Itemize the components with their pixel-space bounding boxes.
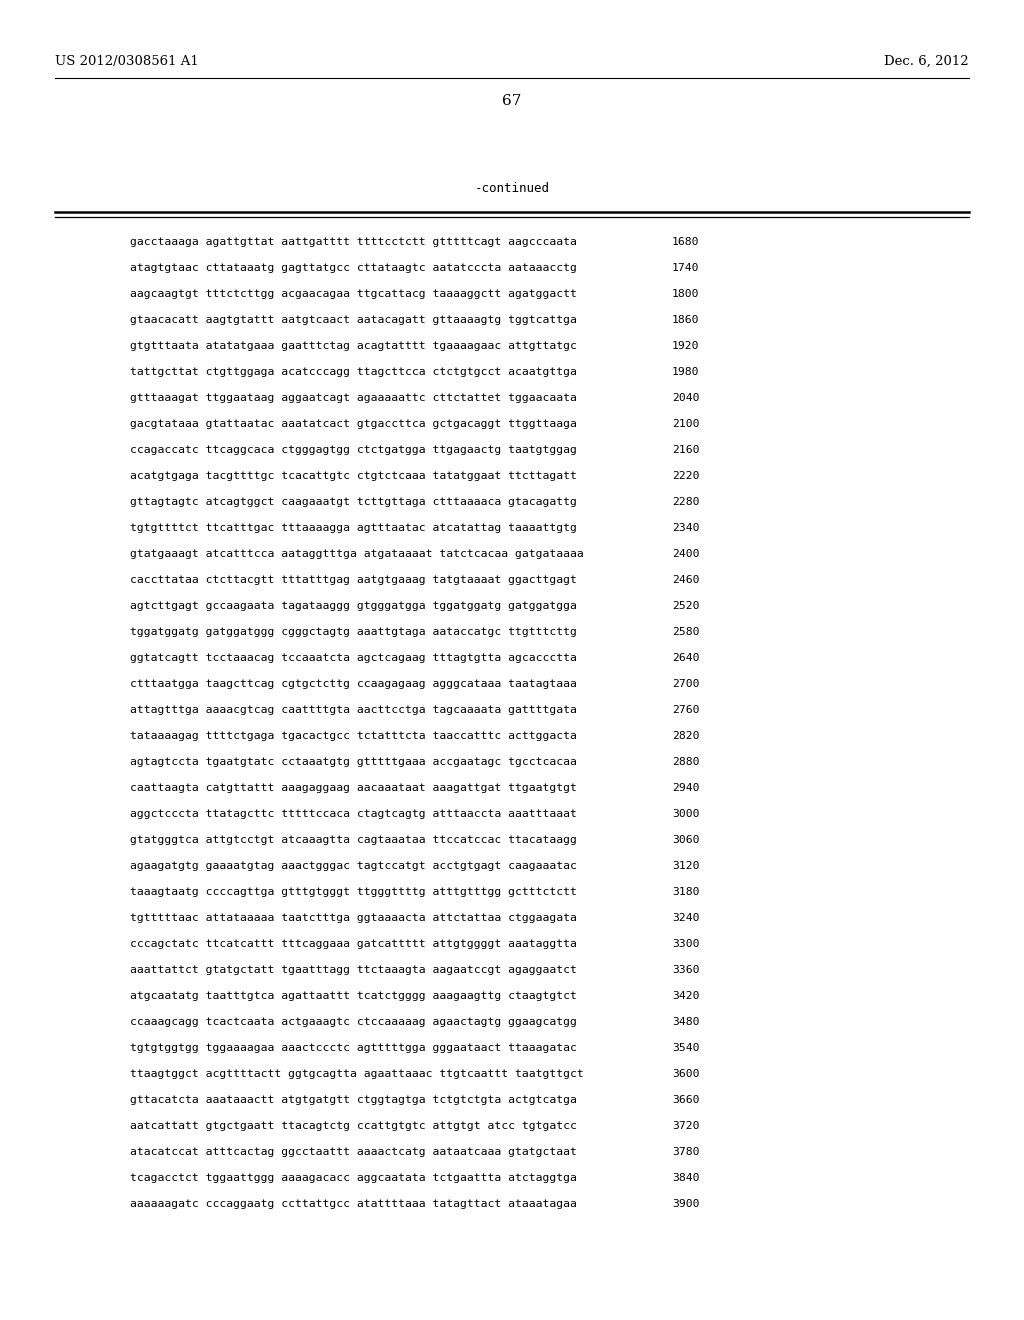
Text: 1860: 1860 [672,315,699,325]
Text: tcagacctct tggaattggg aaaagacacc aggcaatata tctgaattta atctaggtga: tcagacctct tggaattggg aaaagacacc aggcaat… [130,1173,577,1183]
Text: tggatggatg gatggatggg cgggctagtg aaattgtaga aataccatgc ttgtttcttg: tggatggatg gatggatggg cgggctagtg aaattgt… [130,627,577,638]
Text: tgtttttaac attataaaaa taatctttga ggtaaaacta attctattaa ctggaagata: tgtttttaac attataaaaa taatctttga ggtaaaa… [130,913,577,923]
Text: 2340: 2340 [672,523,699,533]
Text: 3720: 3720 [672,1121,699,1131]
Text: 3840: 3840 [672,1173,699,1183]
Text: 1680: 1680 [672,238,699,247]
Text: 2460: 2460 [672,576,699,585]
Text: gacgtataaa gtattaatac aaatatcact gtgaccttca gctgacaggt ttggttaaga: gacgtataaa gtattaatac aaatatcact gtgacct… [130,418,577,429]
Text: atacatccat atttcactag ggcctaattt aaaactcatg aataatcaaa gtatgctaat: atacatccat atttcactag ggcctaattt aaaactc… [130,1147,577,1158]
Text: 2160: 2160 [672,445,699,455]
Text: 2040: 2040 [672,393,699,403]
Text: attagtttga aaaacgtcag caattttgta aacttcctga tagcaaaata gattttgata: attagtttga aaaacgtcag caattttgta aacttcc… [130,705,577,715]
Text: agaagatgtg gaaaatgtag aaactgggac tagtccatgt acctgtgagt caagaaatac: agaagatgtg gaaaatgtag aaactgggac tagtcca… [130,861,577,871]
Text: 2940: 2940 [672,783,699,793]
Text: US 2012/0308561 A1: US 2012/0308561 A1 [55,55,199,69]
Text: 2400: 2400 [672,549,699,558]
Text: 2520: 2520 [672,601,699,611]
Text: gttagtagtc atcagtggct caagaaatgt tcttgttaga ctttaaaaca gtacagattg: gttagtagtc atcagtggct caagaaatgt tcttgtt… [130,498,577,507]
Text: gtatgaaagt atcatttcca aataggtttga atgataaaat tatctcacaa gatgataaaa: gtatgaaagt atcatttcca aataggtttga atgata… [130,549,584,558]
Text: 1800: 1800 [672,289,699,300]
Text: ctttaatgga taagcttcag cgtgctcttg ccaagagaag agggcataaa taatagtaaa: ctttaatgga taagcttcag cgtgctcttg ccaagag… [130,678,577,689]
Text: 3060: 3060 [672,836,699,845]
Text: 1920: 1920 [672,341,699,351]
Text: ccaaagcagg tcactcaata actgaaagtc ctccaaaaag agaactagtg ggaagcatgg: ccaaagcagg tcactcaata actgaaagtc ctccaaa… [130,1016,577,1027]
Text: 1980: 1980 [672,367,699,378]
Text: atgcaatatg taatttgtca agattaattt tcatctgggg aaagaagttg ctaagtgtct: atgcaatatg taatttgtca agattaattt tcatctg… [130,991,577,1001]
Text: 2760: 2760 [672,705,699,715]
Text: 2220: 2220 [672,471,699,480]
Text: 3180: 3180 [672,887,699,898]
Text: 2280: 2280 [672,498,699,507]
Text: 2100: 2100 [672,418,699,429]
Text: -continued: -continued [474,182,550,195]
Text: tataaaagag ttttctgaga tgacactgcc tctatttcta taaccatttc acttggacta: tataaaagag ttttctgaga tgacactgcc tctattt… [130,731,577,741]
Text: acatgtgaga tacgttttgc tcacattgtc ctgtctcaaa tatatggaat ttcttagatt: acatgtgaga tacgttttgc tcacattgtc ctgtctc… [130,471,577,480]
Text: aggctcccta ttatagcttc tttttccaca ctagtcagtg atttaaccta aaatttaaat: aggctcccta ttatagcttc tttttccaca ctagtca… [130,809,577,818]
Text: 3600: 3600 [672,1069,699,1078]
Text: gtgtttaata atatatgaaa gaatttctag acagtatttt tgaaaagaac attgttatgc: gtgtttaata atatatgaaa gaatttctag acagtat… [130,341,577,351]
Text: 3780: 3780 [672,1147,699,1158]
Text: gtaacacatt aagtgtattt aatgtcaact aatacagatt gttaaaagtg tggtcattga: gtaacacatt aagtgtattt aatgtcaact aatacag… [130,315,577,325]
Text: aaattattct gtatgctatt tgaatttagg ttctaaagta aagaatccgt agaggaatct: aaattattct gtatgctatt tgaatttagg ttctaaa… [130,965,577,975]
Text: agtcttgagt gccaagaata tagataaggg gtgggatgga tggatggatg gatggatgga: agtcttgagt gccaagaata tagataaggg gtgggat… [130,601,577,611]
Text: atagtgtaac cttataaatg gagttatgcc cttataagtc aatatcccta aataaacctg: atagtgtaac cttataaatg gagttatgcc cttataa… [130,263,577,273]
Text: caccttataa ctcttacgtt tttatttgag aatgtgaaag tatgtaaaat ggacttgagt: caccttataa ctcttacgtt tttatttgag aatgtga… [130,576,577,585]
Text: 3300: 3300 [672,939,699,949]
Text: 2820: 2820 [672,731,699,741]
Text: 3240: 3240 [672,913,699,923]
Text: 1740: 1740 [672,263,699,273]
Text: gttacatcta aaataaactt atgtgatgtt ctggtagtga tctgtctgta actgtcatga: gttacatcta aaataaactt atgtgatgtt ctggtag… [130,1096,577,1105]
Text: 3360: 3360 [672,965,699,975]
Text: aagcaagtgt tttctcttgg acgaacagaa ttgcattacg taaaaggctt agatggactt: aagcaagtgt tttctcttgg acgaacagaa ttgcatt… [130,289,577,300]
Text: aatcattatt gtgctgaatt ttacagtctg ccattgtgtc attgtgt atcc tgtgatcc: aatcattatt gtgctgaatt ttacagtctg ccattgt… [130,1121,577,1131]
Text: gtatgggtca attgtcctgt atcaaagtta cagtaaataa ttccatccac ttacataagg: gtatgggtca attgtcctgt atcaaagtta cagtaaa… [130,836,577,845]
Text: 3480: 3480 [672,1016,699,1027]
Text: aaaaaagatc cccaggaatg ccttattgcc atattttaaa tatagttact ataaatagaa: aaaaaagatc cccaggaatg ccttattgcc atatttt… [130,1199,577,1209]
Text: gacctaaaga agattgttat aattgatttt ttttcctctt gtttttcagt aagcccaata: gacctaaaga agattgttat aattgatttt ttttcct… [130,238,577,247]
Text: tgtgttttct ttcatttgac tttaaaagga agtttaatac atcatattag taaaattgtg: tgtgttttct ttcatttgac tttaaaagga agtttaa… [130,523,577,533]
Text: ggtatcagtt tcctaaacag tccaaatcta agctcagaag tttagtgtta agcaccctta: ggtatcagtt tcctaaacag tccaaatcta agctcag… [130,653,577,663]
Text: 2700: 2700 [672,678,699,689]
Text: 3420: 3420 [672,991,699,1001]
Text: 3660: 3660 [672,1096,699,1105]
Text: cccagctatc ttcatcattt tttcaggaaa gatcattttt attgtggggt aaataggtta: cccagctatc ttcatcattt tttcaggaaa gatcatt… [130,939,577,949]
Text: 2640: 2640 [672,653,699,663]
Text: 2880: 2880 [672,756,699,767]
Text: ccagaccatc ttcaggcaca ctgggagtgg ctctgatgga ttgagaactg taatgtggag: ccagaccatc ttcaggcaca ctgggagtgg ctctgat… [130,445,577,455]
Text: 3000: 3000 [672,809,699,818]
Text: 3900: 3900 [672,1199,699,1209]
Text: 3120: 3120 [672,861,699,871]
Text: tattgcttat ctgttggaga acatcccagg ttagcttcca ctctgtgcct acaatgttga: tattgcttat ctgttggaga acatcccagg ttagctt… [130,367,577,378]
Text: 67: 67 [503,94,521,108]
Text: agtagtccta tgaatgtatc cctaaatgtg gtttttgaaa accgaatagc tgcctcacaa: agtagtccta tgaatgtatc cctaaatgtg gtttttg… [130,756,577,767]
Text: taaagtaatg ccccagttga gtttgtgggt ttgggttttg atttgtttgg gctttctctt: taaagtaatg ccccagttga gtttgtgggt ttgggtt… [130,887,577,898]
Text: gtttaaagat ttggaataag aggaatcagt agaaaaattc cttctattet tggaacaata: gtttaaagat ttggaataag aggaatcagt agaaaaa… [130,393,577,403]
Text: caattaagta catgttattt aaagaggaag aacaaataat aaagattgat ttgaatgtgt: caattaagta catgttattt aaagaggaag aacaaat… [130,783,577,793]
Text: ttaagtggct acgttttactt ggtgcagtta agaattaaac ttgtcaattt taatgttgct: ttaagtggct acgttttactt ggtgcagtta agaatt… [130,1069,584,1078]
Text: Dec. 6, 2012: Dec. 6, 2012 [885,55,969,69]
Text: tgtgtggtgg tggaaaagaa aaactccctc agtttttgga gggaataact ttaaagatac: tgtgtggtgg tggaaaagaa aaactccctc agttttt… [130,1043,577,1053]
Text: 3540: 3540 [672,1043,699,1053]
Text: 2580: 2580 [672,627,699,638]
